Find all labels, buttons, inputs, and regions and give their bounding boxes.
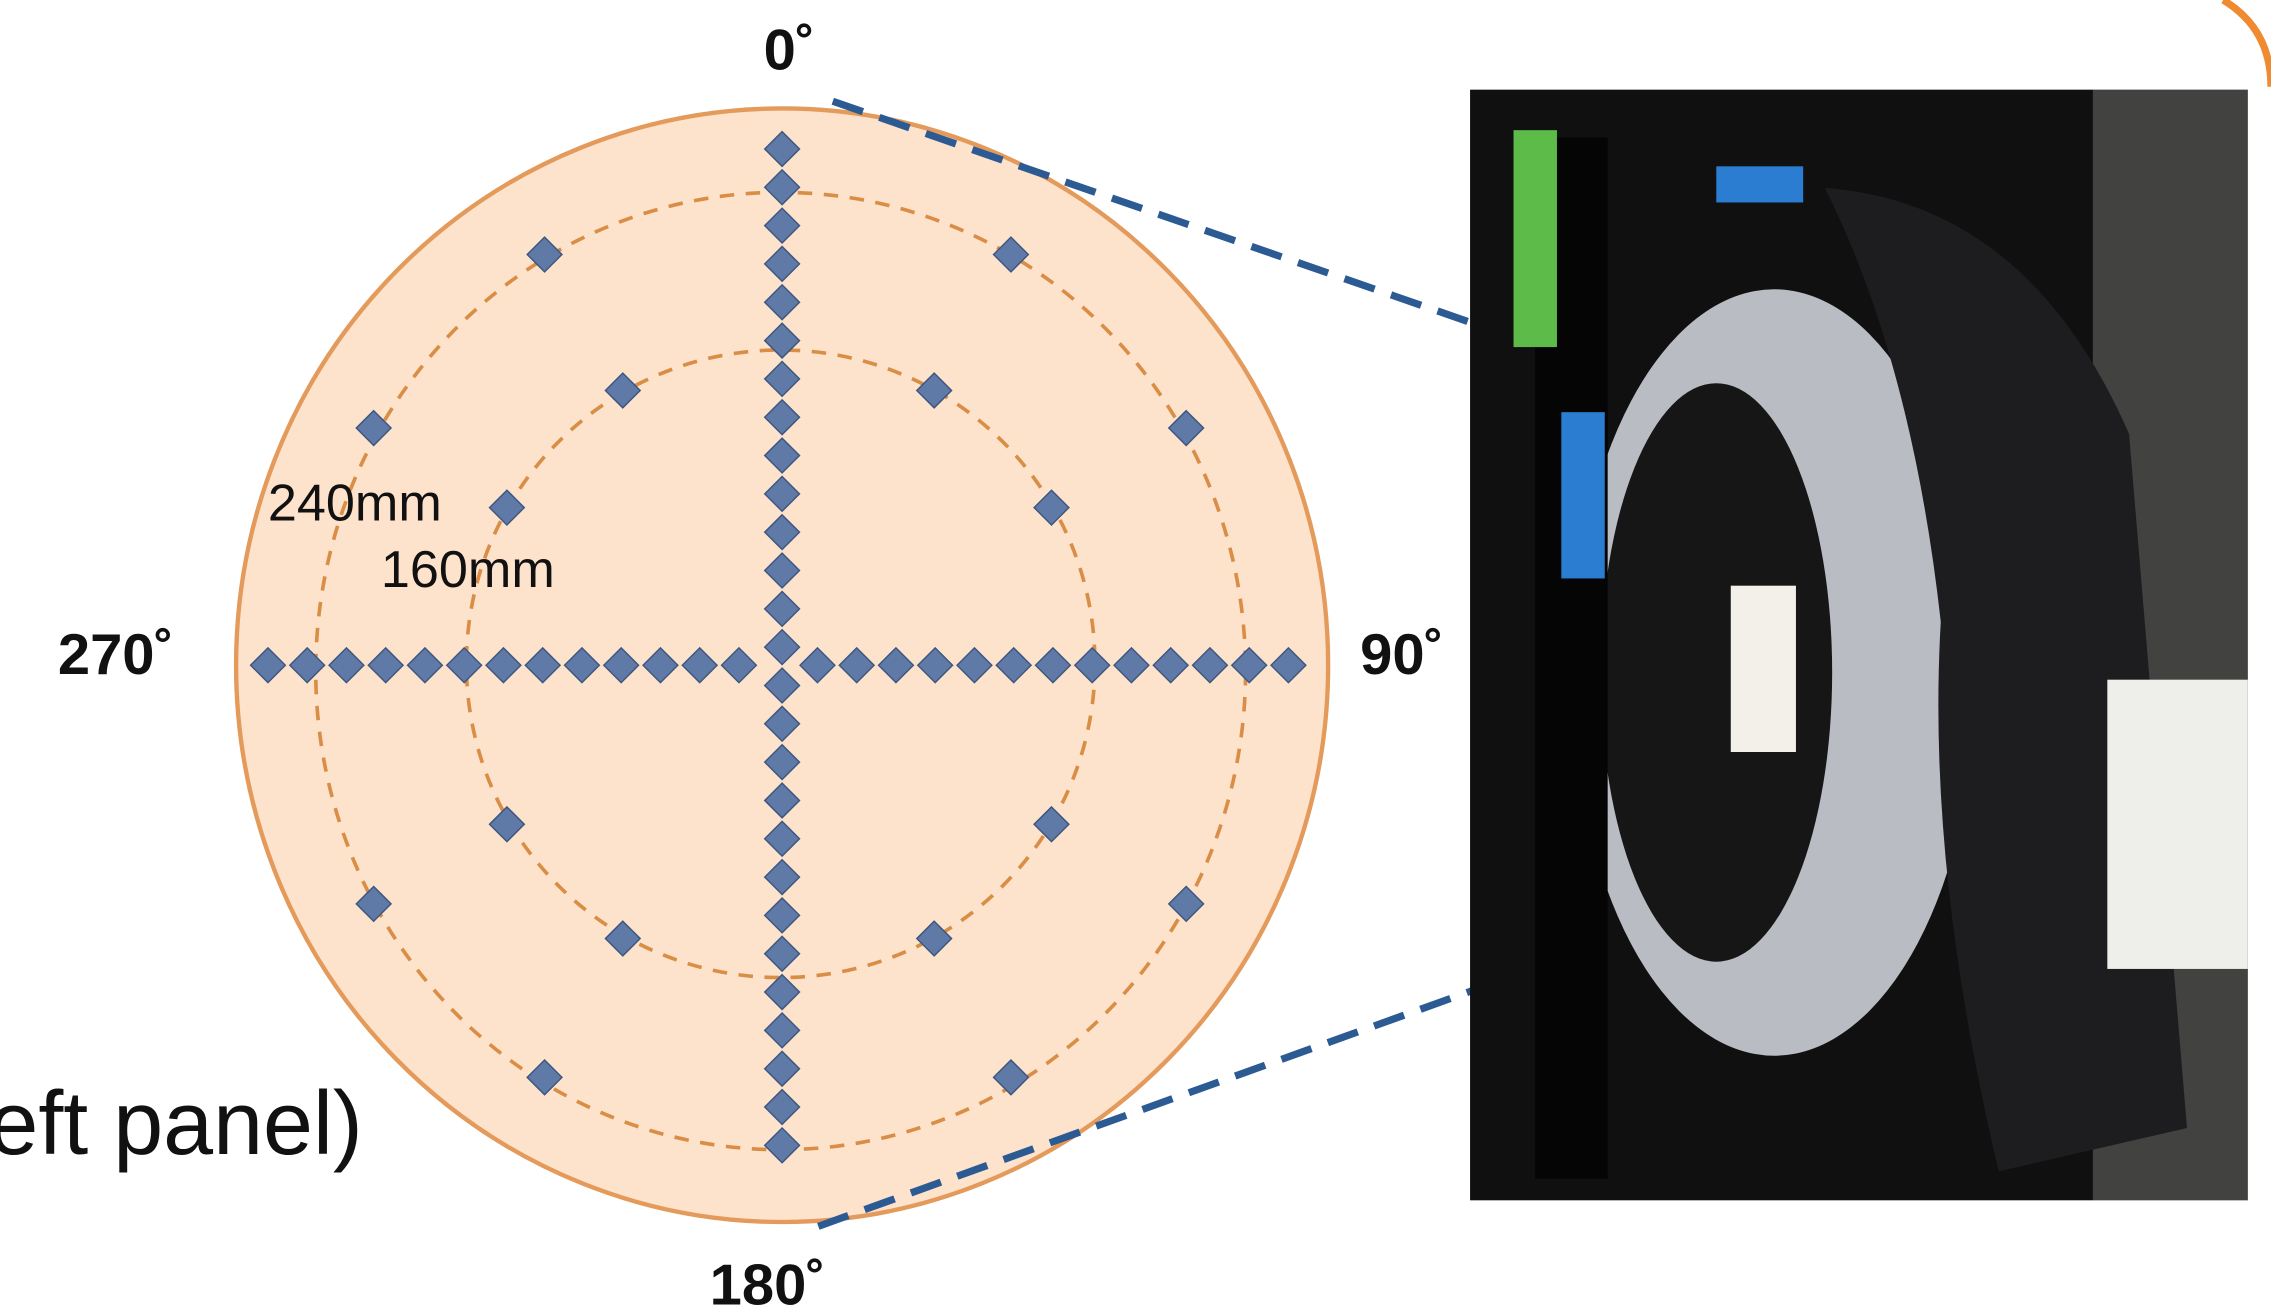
radius-label: 240mm [268, 475, 442, 533]
caption: eft panel) [0, 1074, 363, 1174]
photo-tape [1716, 166, 1803, 202]
photo-tape [1514, 130, 1557, 347]
photo-instrument [2107, 680, 2247, 969]
corner-arc [2223, 0, 2271, 87]
angle-label: 270˚ [58, 623, 174, 687]
photo [1470, 90, 2248, 1201]
angle-label: 90˚ [1360, 623, 1444, 687]
angle-label: 0˚ [764, 18, 816, 82]
radius-label: 160mm [381, 541, 555, 599]
page: 0˚ 90˚ 180˚ 270˚ 240mm 160mm eft panel) … [0, 0, 2271, 1316]
diagram: 0˚ 90˚ 180˚ 270˚ 240mm 160mm eft panel) [0, 0, 2271, 1316]
photo-ring-hole [1600, 383, 1832, 961]
photo-target [1731, 586, 1796, 752]
photo-tape [1561, 412, 1604, 578]
angle-label: 180˚ [710, 1253, 826, 1316]
